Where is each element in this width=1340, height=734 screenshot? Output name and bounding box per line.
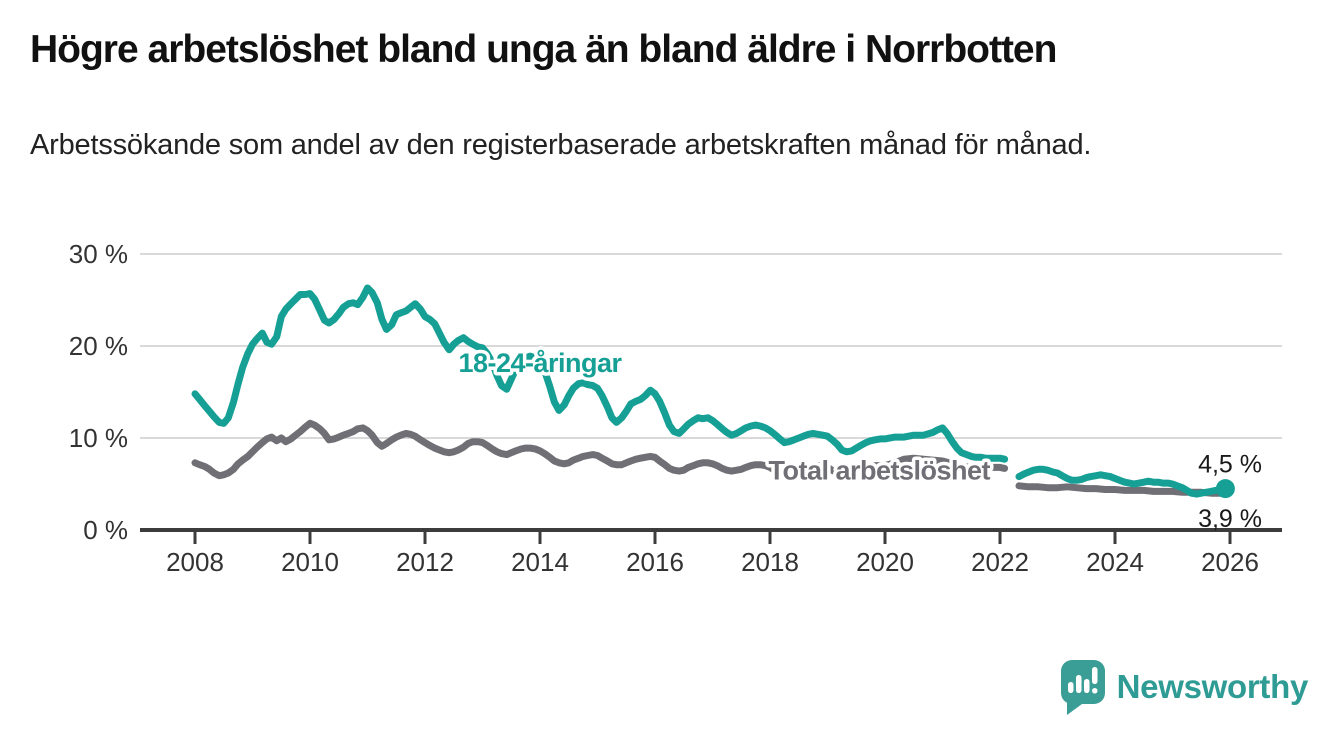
x-tick-label-2008: 2008 — [166, 547, 224, 577]
bar-chart-speech-bubble-icon — [1060, 660, 1105, 715]
series-line-18-24-åringar-seg2 — [1015, 465, 1229, 498]
x-tick-label-2010: 2010 — [281, 547, 339, 577]
series-label-18-24-åringar: 18-24-åringar — [458, 348, 622, 378]
x-tick-label-2018: 2018 — [741, 547, 799, 577]
x-tick-label-2022: 2022 — [971, 547, 1029, 577]
x-tick-label-2024: 2024 — [1086, 547, 1144, 577]
page-title: Högre arbetslöshet bland unga än bland ä… — [30, 28, 1057, 71]
x-tick-label-2014: 2014 — [511, 547, 569, 577]
series-end-dot — [1215, 479, 1235, 499]
end-value-label-total-arbetslöshet: 3,9 % — [1198, 505, 1262, 533]
chart-subtitle: Arbetssökande som andel av den registerb… — [30, 129, 1092, 161]
y-tick-label-0: 0 % — [83, 515, 128, 545]
series-label-total-arbetslöshet: Total arbetslöshet — [768, 455, 990, 485]
x-tick-label-2012: 2012 — [396, 547, 454, 577]
series-line-18-24-åringar-seg1 — [191, 284, 1009, 463]
x-tick-label-2020: 2020 — [856, 547, 914, 577]
y-tick-label-30: 30 % — [69, 239, 128, 269]
series-line-total-arbetslöshet-seg1 — [191, 419, 1009, 480]
x-tick-label-2026: 2026 — [1201, 547, 1259, 577]
x-tick-label-2016: 2016 — [626, 547, 684, 577]
newsworthy-brand-text: Newsworthy — [1116, 668, 1309, 705]
end-value-label-18-24-åringar: 4,5 % — [1198, 451, 1262, 479]
y-tick-label-10: 10 % — [69, 423, 128, 453]
newsworthy-logo: Newsworthy — [1059, 658, 1308, 716]
y-tick-label-20: 20 % — [69, 331, 128, 361]
